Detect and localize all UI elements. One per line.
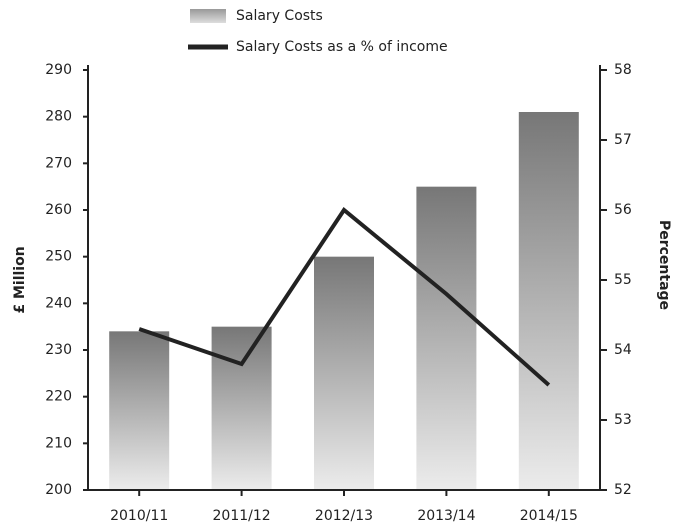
y-tick-label: 210: [45, 435, 72, 451]
bar: [416, 186, 477, 490]
y-tick-label: 270: [45, 155, 72, 171]
y2-axis-label: Percentage: [656, 220, 672, 310]
y-tick-label: 260: [45, 202, 72, 218]
y2-tick-label: 56: [614, 202, 632, 218]
y2-tick-label: 53: [614, 412, 632, 428]
bar: [314, 256, 374, 490]
legend-label: Salary Costs: [236, 8, 323, 24]
y2-tick-label: 55: [614, 272, 632, 288]
bar: [109, 331, 170, 490]
line: [138, 207, 551, 387]
x-tick-label: 2010/11: [110, 508, 168, 524]
legend-swatch: [190, 9, 226, 23]
y-axis-label: £ Million: [12, 246, 28, 313]
y2-tick-label: 58: [614, 62, 632, 78]
y-tick-label: 230: [45, 342, 72, 358]
y-tick-label: 200: [45, 482, 72, 498]
y2-tick-label: 57: [614, 132, 632, 148]
x-tick-label: 2012/13: [315, 508, 373, 524]
bar: [518, 112, 579, 490]
x-tick-label: 2013/14: [417, 508, 475, 524]
y-tick-label: 220: [45, 389, 72, 405]
x-tick-label: 2011/12: [213, 508, 271, 524]
y2-tick-label: 52: [614, 482, 632, 498]
y2-tick-label: 54: [614, 342, 632, 358]
x-tick-label: 2014/15: [520, 508, 578, 524]
y-tick-label: 250: [45, 249, 72, 265]
legend-label: Salary Costs as a % of income: [236, 39, 448, 55]
y-tick-label: 280: [45, 109, 72, 125]
y-tick-label: 290: [45, 62, 72, 78]
bar: [211, 326, 272, 490]
y-tick-label: 240: [45, 295, 72, 311]
